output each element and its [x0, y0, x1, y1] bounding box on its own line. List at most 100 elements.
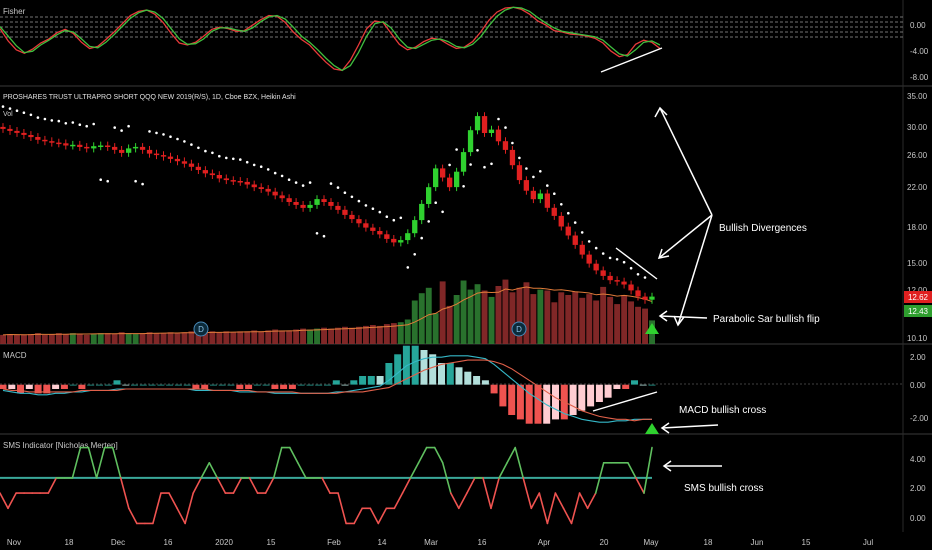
volume-label: Vol [3, 111, 13, 118]
macd-histogram-bar [376, 376, 384, 385]
candle [628, 284, 634, 291]
macd-histogram-bar [587, 384, 595, 407]
volume-bar [195, 333, 202, 344]
candle [244, 181, 250, 185]
volume-bar [642, 308, 648, 344]
sms-tick: 2.00 [910, 484, 926, 493]
sar-dot [434, 201, 438, 204]
candle [258, 187, 264, 189]
price-tick: 26.00 [907, 151, 928, 160]
volume-bar [153, 333, 160, 344]
volume-bar [607, 296, 614, 344]
sms-segment [635, 477, 645, 494]
macd-histogram-bar [367, 376, 375, 385]
candle [216, 175, 222, 179]
sar-dot [197, 146, 200, 150]
candle [454, 171, 460, 188]
candle [495, 129, 502, 142]
macd-histogram-bar [508, 384, 516, 415]
candle [349, 214, 355, 220]
price-tick: 35.00 [907, 92, 928, 101]
volume-bar [97, 333, 104, 344]
price-tick: 30.00 [907, 123, 928, 132]
volume-bar [0, 334, 7, 344]
dividend-marker[interactable]: D [511, 321, 527, 337]
volume-bar [439, 281, 446, 344]
price-title: PROSHARES TRUST ULTRAPRO SHORT QQQ NEW 2… [3, 94, 296, 101]
candle [91, 146, 97, 149]
sar-dot [183, 140, 186, 143]
volume-bar [628, 301, 634, 344]
macd-histogram-bar [420, 350, 428, 385]
candle [195, 166, 201, 170]
sms-segment [377, 507, 388, 525]
volume-bar [216, 332, 223, 344]
volume-bar [369, 325, 376, 344]
sar-dot [287, 178, 291, 181]
x-axis-label: Jul [863, 538, 873, 547]
sms-segment [401, 477, 412, 494]
candle [481, 116, 488, 133]
macd-divergence-annotation-line [592, 391, 658, 412]
sms-segment [594, 461, 605, 494]
candle [530, 190, 536, 200]
sar-dot [469, 163, 472, 166]
sms-segment [570, 492, 581, 525]
macd-histogram-bar [148, 384, 156, 386]
macd-histogram-bar [166, 384, 174, 386]
sar-dot [134, 179, 137, 183]
candle [412, 220, 418, 234]
sar-dot [99, 178, 102, 181]
x-axis-label: Mar [424, 538, 438, 547]
macd-histogram-bar [174, 384, 182, 386]
macd-histogram-bar [569, 384, 577, 415]
sar-dot [350, 195, 354, 199]
candle [230, 180, 236, 182]
volume-bar [495, 286, 502, 344]
sms-segment [490, 477, 500, 510]
candle [63, 143, 69, 146]
candle [502, 141, 509, 150]
volume-bar [523, 282, 530, 344]
volume-bar [446, 305, 453, 344]
candle [635, 290, 641, 297]
macd-tick: 0.00 [910, 381, 926, 390]
sms-segment [184, 492, 194, 525]
candle [174, 158, 181, 162]
bullish-flip-triangle-icon [645, 323, 659, 334]
sms-segment [337, 492, 347, 525]
price-tick: 15.00 [907, 259, 928, 268]
sms-segment [7, 492, 17, 510]
macd-histogram-bar [139, 384, 147, 386]
x-axis-label: Dec [111, 538, 125, 547]
volume-bar [383, 324, 390, 344]
sar-dot [308, 181, 312, 184]
sms-pane: SMS Indicator [Nicholas Merten] 4.00 2.0… [0, 441, 926, 525]
sar-dot [511, 141, 514, 145]
sms-segment [498, 461, 508, 479]
candle [419, 203, 425, 221]
candle [558, 215, 564, 227]
candle [265, 188, 271, 192]
volume-bar [62, 334, 69, 344]
sms-segment [321, 477, 331, 494]
macd-histogram-bar [525, 384, 533, 424]
sar-dot [448, 163, 451, 167]
volume-bar [174, 333, 181, 344]
macd-histogram-bar [157, 384, 165, 386]
candle [153, 153, 160, 156]
arrow-divergence-mid [658, 214, 713, 259]
candle [167, 156, 174, 159]
macd-histogram-bar [613, 384, 621, 389]
macd-histogram-bar [464, 371, 472, 385]
sar-dot [218, 154, 221, 158]
x-axis-label: May [643, 538, 658, 547]
macd-histogram-bar [455, 367, 463, 385]
candle [126, 148, 132, 153]
volume-bar [181, 332, 188, 344]
sms-segment [296, 461, 307, 479]
sms-segment [369, 507, 380, 525]
sar-dot [50, 119, 54, 122]
dividend-marker[interactable]: D [193, 321, 209, 337]
sar-dot [15, 109, 19, 112]
